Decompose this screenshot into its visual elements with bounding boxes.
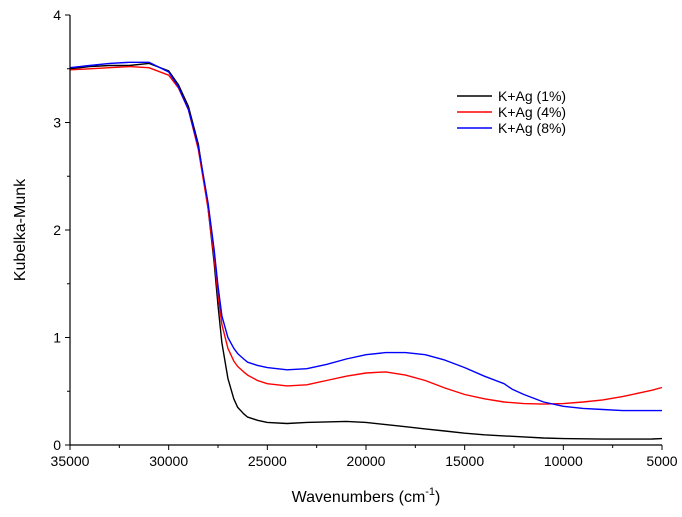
x-tick-label: 5000 bbox=[646, 453, 677, 469]
y-tick-label: 0 bbox=[53, 437, 61, 453]
x-tick-label: 30000 bbox=[149, 453, 188, 469]
x-tick-label: 15000 bbox=[445, 453, 484, 469]
series-line-2 bbox=[69, 65, 663, 405]
x-tick-label: 10000 bbox=[544, 453, 583, 469]
y-axis-ticks: 0 1 2 3 4 bbox=[53, 7, 70, 453]
x-tick-label: 25000 bbox=[248, 453, 287, 469]
legend-label-1: K+Ag (1%) bbox=[498, 88, 566, 104]
y-axis-title: Kubelka-Munk bbox=[12, 178, 29, 281]
y-tick-label: 4 bbox=[53, 7, 61, 23]
x-axis-title: Wavenumbers (cm-1) bbox=[292, 486, 441, 506]
x-tick-label: 20000 bbox=[347, 453, 386, 469]
x-axis-title-superscript: -1 bbox=[425, 486, 435, 498]
y-tick-label: 3 bbox=[53, 115, 61, 131]
series-line-1 bbox=[69, 62, 663, 440]
series-line-3 bbox=[69, 61, 662, 412]
legend-label-3: K+Ag (8%) bbox=[498, 120, 566, 136]
x-tick-label: 35000 bbox=[51, 453, 90, 469]
y-tick-label: 1 bbox=[53, 330, 61, 346]
axes bbox=[69, 15, 662, 446]
x-axis-title-main: Wavenumbers (cm bbox=[292, 489, 426, 506]
legend-label-2: K+Ag (4%) bbox=[498, 104, 566, 120]
y-tick-label: 2 bbox=[53, 222, 61, 238]
legend: K+Ag (1%)K+Ag (4%)K+Ag (8%) bbox=[457, 88, 566, 136]
x-axis-title-suffix: ) bbox=[435, 489, 440, 506]
plot-lines bbox=[69, 61, 663, 440]
x-axis-ticks: 35000 30000 25000 20000 15000 10000 5000 bbox=[51, 445, 678, 469]
